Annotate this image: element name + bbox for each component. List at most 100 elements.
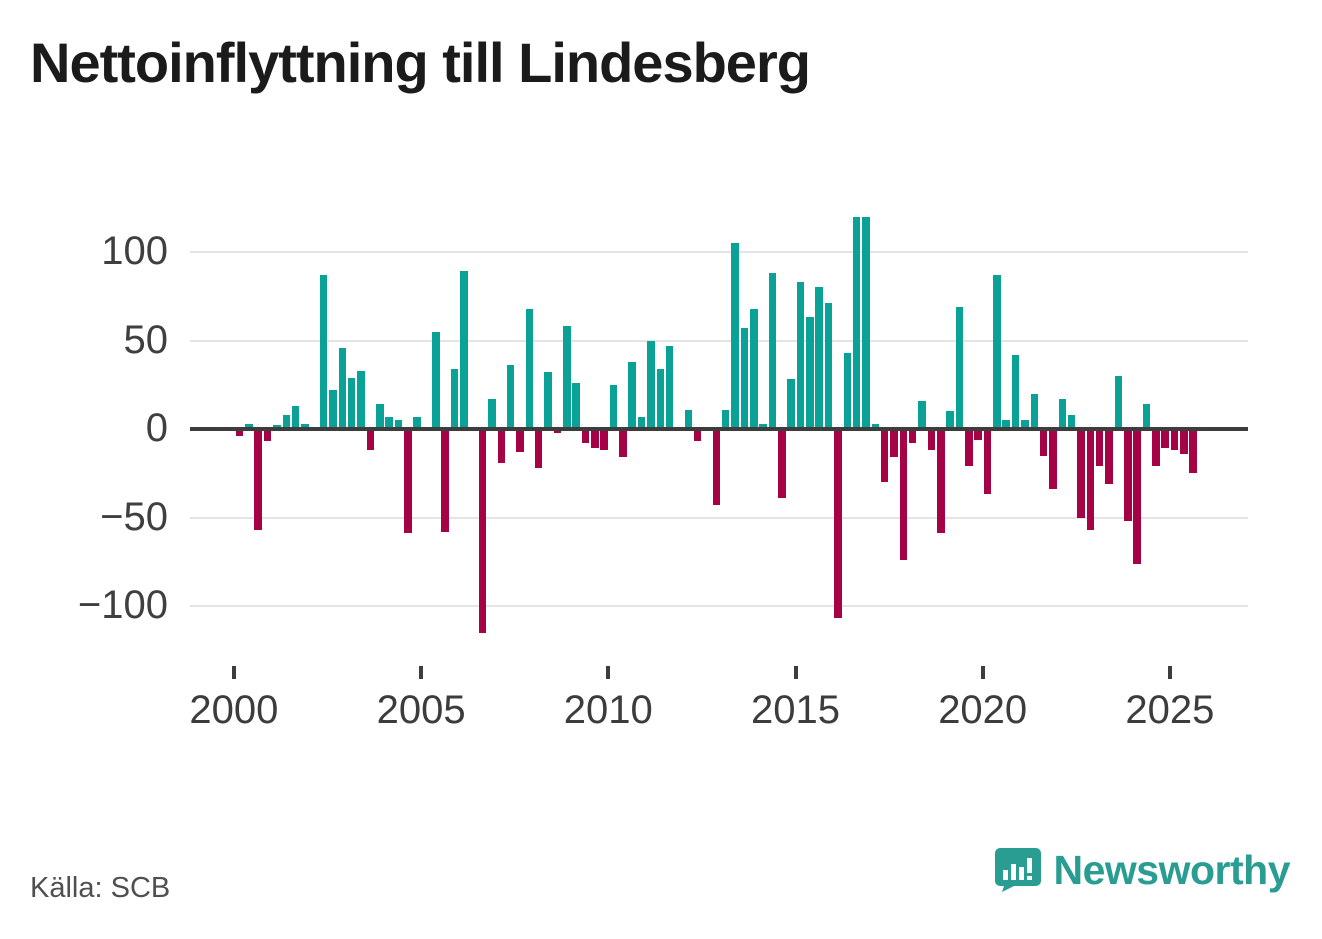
bar	[254, 429, 262, 530]
bar	[983, 429, 992, 495]
bar	[1039, 429, 1048, 456]
speech-bubble-bar-chart-icon	[994, 846, 1042, 894]
bar	[488, 398, 496, 429]
bar	[291, 405, 300, 429]
bar	[1021, 420, 1029, 429]
bar	[319, 275, 328, 429]
bar	[1058, 398, 1067, 429]
bar	[768, 273, 777, 429]
chart-title: Nettoinflyttning till Lindesberg	[30, 31, 811, 94]
y-axis-tick-label: −50	[100, 494, 168, 539]
bar	[787, 379, 795, 429]
bar	[1114, 375, 1123, 429]
bar	[637, 416, 646, 429]
bar	[338, 347, 347, 429]
bar	[1086, 429, 1095, 530]
bar	[497, 429, 506, 463]
bar	[1152, 429, 1160, 467]
bar	[534, 429, 543, 468]
bar	[852, 216, 861, 429]
x-axis-tick-label: 2025	[1125, 688, 1215, 732]
bar	[750, 308, 758, 429]
bar	[862, 216, 870, 429]
bar	[946, 411, 954, 429]
bar	[1030, 393, 1038, 429]
x-axis-tick	[1167, 666, 1172, 679]
bar	[366, 429, 375, 451]
bar	[1133, 429, 1141, 564]
bar	[591, 429, 599, 449]
bar	[1002, 420, 1010, 429]
bar	[329, 390, 337, 429]
bar	[376, 404, 384, 429]
bar	[525, 308, 534, 429]
x-axis-tick	[793, 666, 798, 679]
gridline	[190, 339, 1248, 342]
bar	[731, 243, 739, 429]
bar	[581, 429, 590, 444]
bar	[721, 409, 730, 429]
bar	[404, 429, 412, 534]
bar	[955, 306, 964, 429]
x-axis-tick-label: 2015	[751, 688, 840, 732]
gridline	[190, 605, 1248, 607]
bar	[1095, 429, 1104, 467]
x-axis-tick-label: 2010	[563, 688, 653, 732]
x-axis-tick-label: 2020	[938, 688, 1028, 732]
bar	[656, 368, 664, 429]
bar	[413, 416, 421, 429]
bar	[1180, 429, 1188, 454]
bar	[282, 414, 290, 429]
bar	[1011, 354, 1020, 429]
bar	[647, 340, 655, 429]
bar	[965, 429, 973, 467]
bar	[815, 287, 823, 429]
bar	[301, 423, 309, 429]
bar	[759, 423, 767, 429]
bar	[1142, 404, 1151, 429]
bar	[357, 370, 365, 429]
bar	[712, 429, 721, 506]
bar	[993, 275, 1001, 429]
bar	[478, 429, 487, 633]
bar	[871, 423, 880, 429]
bar	[890, 429, 898, 458]
bar	[740, 328, 749, 429]
bar	[843, 352, 851, 429]
zero-axis-line	[190, 427, 1248, 431]
bar	[1124, 429, 1132, 522]
bar	[516, 429, 524, 452]
bar	[684, 409, 693, 429]
bar	[778, 429, 786, 499]
bar	[824, 303, 833, 429]
gridline	[190, 251, 1248, 253]
bar	[628, 361, 636, 429]
bar	[600, 429, 608, 451]
bar	[1189, 429, 1197, 474]
bar	[394, 420, 403, 429]
x-axis-tick-label: 2005	[376, 688, 466, 732]
bar	[572, 382, 580, 429]
bar	[609, 384, 618, 429]
bar	[927, 429, 936, 451]
bar	[693, 429, 702, 442]
newsworthy-logo: Newsworthy	[994, 846, 1290, 894]
bar	[1161, 429, 1169, 449]
bar	[506, 365, 515, 429]
y-axis-tick-label: 100	[101, 229, 168, 273]
gridline	[190, 516, 1248, 519]
bar	[918, 400, 926, 429]
bar	[619, 429, 627, 458]
bar	[899, 429, 908, 560]
bar	[1077, 429, 1085, 518]
x-axis-tick	[231, 666, 236, 679]
bar	[665, 345, 674, 429]
bar	[1170, 429, 1179, 451]
bar	[385, 416, 393, 429]
bar	[974, 429, 982, 440]
bar	[880, 429, 889, 483]
bar	[563, 326, 571, 429]
bar	[263, 429, 272, 442]
bar	[441, 429, 449, 532]
